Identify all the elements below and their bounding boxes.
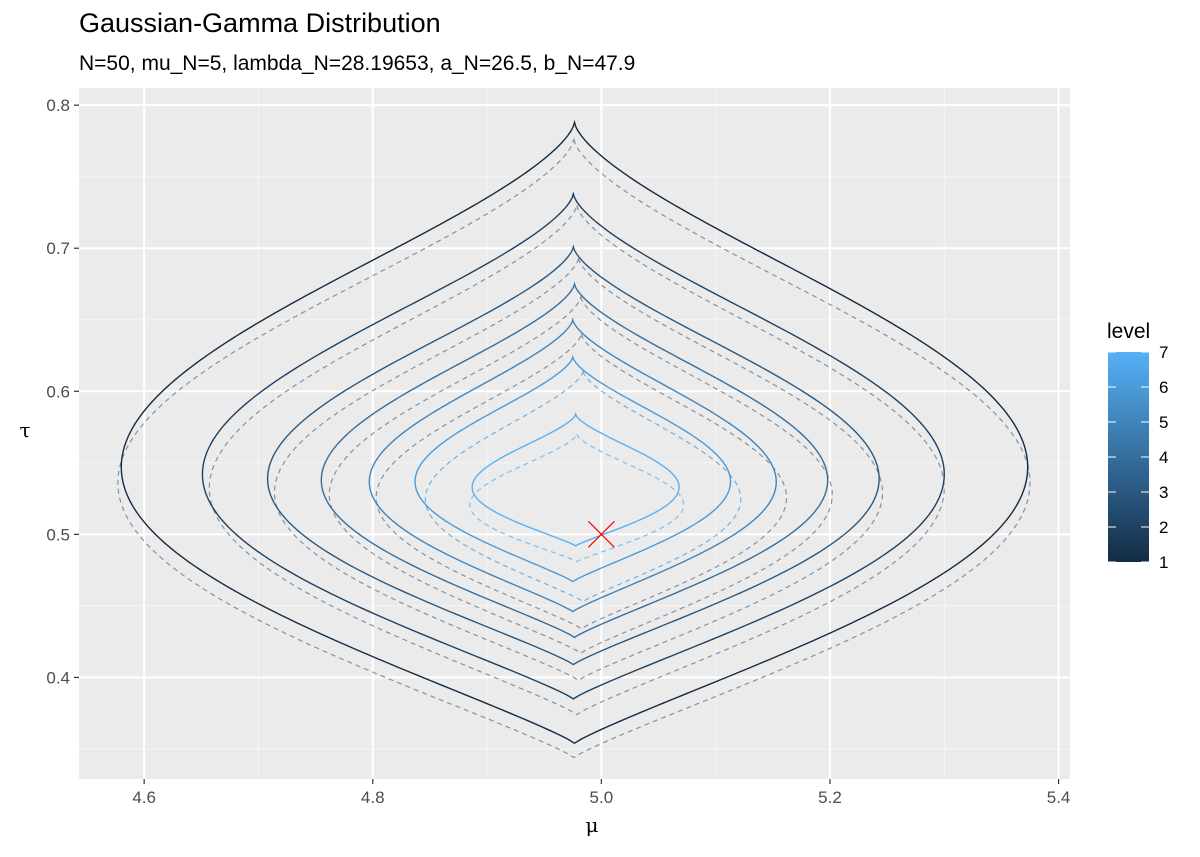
legend-label: 3	[1159, 483, 1168, 502]
solid-contour-level-5	[368, 317, 777, 613]
dashed-contour-level-7	[469, 432, 685, 563]
dashed-contour-level-4	[328, 294, 833, 654]
x-tick-label: 4.8	[361, 788, 385, 807]
y-axis-title: τ	[19, 418, 30, 442]
major-gridlines	[79, 88, 1070, 779]
solid-contour-level-3	[266, 244, 880, 666]
dashed-contour-level-2	[208, 203, 945, 716]
dashed-contour-level-3	[273, 256, 884, 681]
x-tick-label: 4.6	[132, 788, 156, 807]
solid-contour-level-1	[120, 119, 1029, 745]
y-axis: 0.4 0.5 0.6 0.7 0.8	[46, 96, 79, 687]
y-tick-label: 0.4	[46, 668, 70, 687]
legend-label: 4	[1159, 448, 1168, 467]
legend-label: 7	[1159, 343, 1168, 362]
legend-label: 6	[1159, 378, 1168, 397]
plot-panel	[79, 88, 1070, 779]
mode-marker	[587, 520, 615, 548]
dashed-contours	[117, 137, 1031, 759]
legend-title: level	[1107, 320, 1150, 343]
solid-contour-level-6	[414, 354, 732, 583]
chart-title: Gaussian-Gamma Distribution	[79, 8, 441, 38]
x-axis-title: μ	[586, 813, 599, 837]
y-tick-label: 0.6	[46, 382, 70, 401]
legend-label: 1	[1159, 553, 1168, 572]
legend-ticks: 1 2 3 4 5 6 7	[1108, 343, 1168, 572]
x-axis: 4.6 4.8 5.0 5.2 5.4	[132, 779, 1070, 807]
y-tick-label: 0.7	[46, 239, 70, 258]
legend-label: 2	[1159, 518, 1168, 537]
y-tick-label: 0.8	[46, 96, 70, 115]
chart-subtitle: N=50, mu_N=5, lambda_N=28.19653, a_N=26.…	[79, 52, 636, 75]
solid-contours	[120, 119, 1029, 745]
y-tick-label: 0.5	[46, 525, 70, 544]
dashed-contour-level-6	[424, 369, 742, 603]
x-tick-label: 5.2	[818, 788, 842, 807]
solid-contour-level-7	[471, 411, 680, 547]
dashed-contour-level-1	[117, 137, 1031, 759]
solid-contour-level-2	[201, 191, 945, 700]
x-tick-label: 5.0	[590, 788, 614, 807]
legend: level 1 2 3 4 5 6 7	[1107, 320, 1168, 572]
solid-contour-level-4	[320, 281, 829, 639]
x-tick-label: 5.4	[1047, 788, 1071, 807]
legend-label: 5	[1159, 413, 1168, 432]
minor-gridlines	[79, 88, 1070, 779]
marker-stroke	[587, 520, 615, 548]
